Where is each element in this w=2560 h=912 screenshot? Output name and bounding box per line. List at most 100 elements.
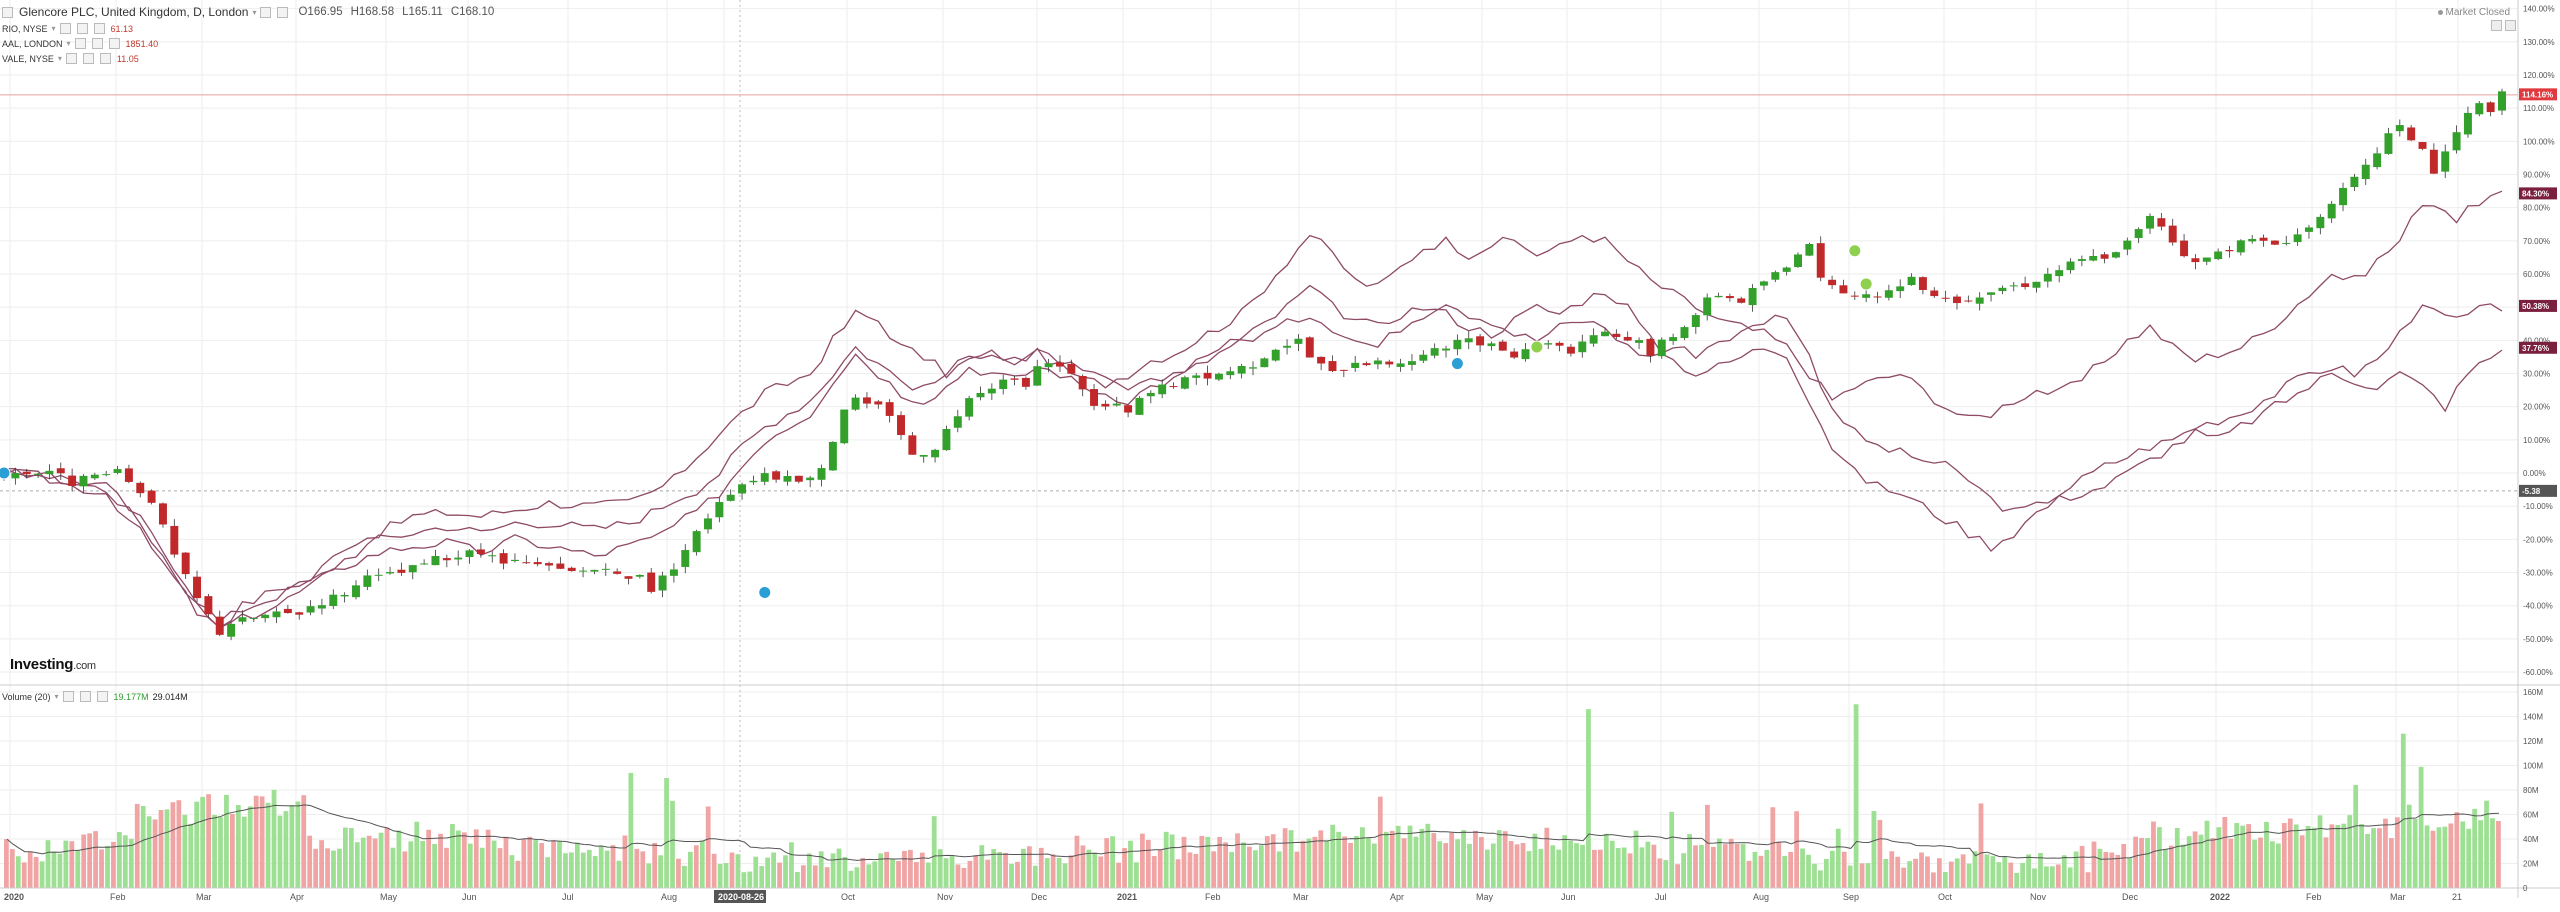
remove-button[interactable] (108, 38, 120, 49)
visibility-button[interactable] (79, 691, 91, 702)
remove-button[interactable] (96, 691, 108, 702)
volume-bar (1710, 846, 1716, 888)
volume-bar (1211, 851, 1217, 888)
settings-button[interactable] (62, 691, 74, 702)
volume-bar (212, 815, 217, 888)
visibility-button[interactable] (277, 6, 289, 18)
volume-bar (194, 801, 200, 888)
price-tick-label: 130.00% (2523, 38, 2555, 47)
visibility-button[interactable] (76, 23, 88, 34)
volume-bar (860, 857, 866, 888)
chevron-down-icon[interactable]: ▾ (252, 7, 257, 17)
volume-bar (2186, 836, 2192, 888)
maximize-button[interactable] (2491, 20, 2502, 31)
candle (1816, 243, 1825, 278)
price-tick-label: 140.00% (2523, 5, 2555, 14)
volume-bar (1633, 830, 1639, 888)
volume-bar (467, 843, 473, 888)
volume-bar (39, 861, 45, 888)
candle (908, 435, 917, 455)
volume-bar (848, 870, 854, 888)
volume-bar (497, 848, 503, 888)
remove-button[interactable] (93, 23, 105, 34)
candle (987, 388, 996, 394)
volume-bar (1134, 862, 1139, 888)
candle (953, 416, 962, 428)
volume-bar (943, 858, 949, 888)
candle (545, 563, 553, 566)
volume-bar (307, 835, 313, 888)
volume-bar (2359, 823, 2365, 888)
visibility-button[interactable] (82, 53, 94, 64)
volume-bar (604, 850, 610, 888)
volume-bar (2216, 827, 2222, 888)
candle (1010, 378, 1019, 380)
candle (2339, 187, 2348, 206)
candle (1953, 296, 1961, 304)
volume-bar (1312, 836, 1318, 888)
last-value-badge-label: 50.38% (2522, 302, 2549, 311)
volume-bar (1931, 872, 1936, 888)
volume-bar (1276, 851, 1282, 888)
volume-bar (2234, 822, 2240, 888)
volume-ma-value: 29.014M (152, 691, 188, 702)
visibility-button[interactable] (91, 38, 103, 49)
minimize-button[interactable] (2505, 20, 2516, 31)
volume-bar (1437, 841, 1443, 888)
candle (2077, 259, 2086, 261)
candle (942, 429, 951, 451)
volume-bar (313, 848, 319, 888)
candle (1930, 290, 1939, 297)
settings-button[interactable] (59, 23, 71, 34)
volume-tick-label: 60M (2523, 811, 2539, 820)
volume-bar (586, 849, 592, 888)
volume-bar (1835, 828, 1841, 888)
candle (2429, 149, 2438, 174)
volume-bar (1235, 833, 1240, 888)
volume-bar (1490, 843, 1496, 888)
settings-button[interactable] (74, 38, 86, 49)
candle (1249, 367, 1257, 369)
event-marker-icon (1859, 277, 1873, 291)
settings-button[interactable] (65, 53, 77, 64)
volume-bar (961, 867, 967, 888)
chevron-down-icon[interactable]: ▾ (57, 54, 62, 63)
volume-bar (2406, 804, 2412, 888)
volume-bar (1425, 823, 1431, 888)
candle (352, 585, 360, 598)
event-markers[interactable] (0, 244, 1873, 599)
volume-bar (806, 853, 812, 888)
candle (1759, 281, 1768, 286)
volume-bar (1728, 838, 1734, 888)
volume-bar (539, 843, 545, 888)
candle (1828, 279, 1837, 286)
volume-bar (1716, 838, 1722, 888)
volume-bar (503, 836, 509, 888)
candle (340, 594, 349, 597)
candle (2055, 270, 2064, 277)
candle (1158, 384, 1167, 395)
collapse-button[interactable] (2, 6, 13, 18)
volume-bar (1794, 811, 1799, 888)
candle (1339, 369, 1348, 371)
candle (613, 571, 622, 574)
volume-bar (1294, 851, 1300, 888)
remove-button[interactable] (99, 53, 111, 64)
volume-bar (1270, 834, 1276, 888)
candle (2180, 240, 2189, 257)
volume-bar (735, 854, 741, 888)
volume-bar (1669, 811, 1675, 888)
volume-bar (1984, 854, 1990, 888)
chevron-down-icon[interactable]: ▾ (51, 24, 56, 33)
volume-bar (438, 833, 443, 888)
chevron-down-icon[interactable]: ▾ (66, 39, 71, 48)
time-tick-label: Apr (290, 892, 304, 902)
volume-bar (2145, 838, 2150, 888)
candle (1351, 362, 1360, 368)
chevron-down-icon[interactable]: ▾ (54, 692, 59, 701)
settings-button[interactable] (260, 6, 272, 18)
volume-bar (521, 838, 527, 888)
volume-bar (687, 851, 693, 888)
